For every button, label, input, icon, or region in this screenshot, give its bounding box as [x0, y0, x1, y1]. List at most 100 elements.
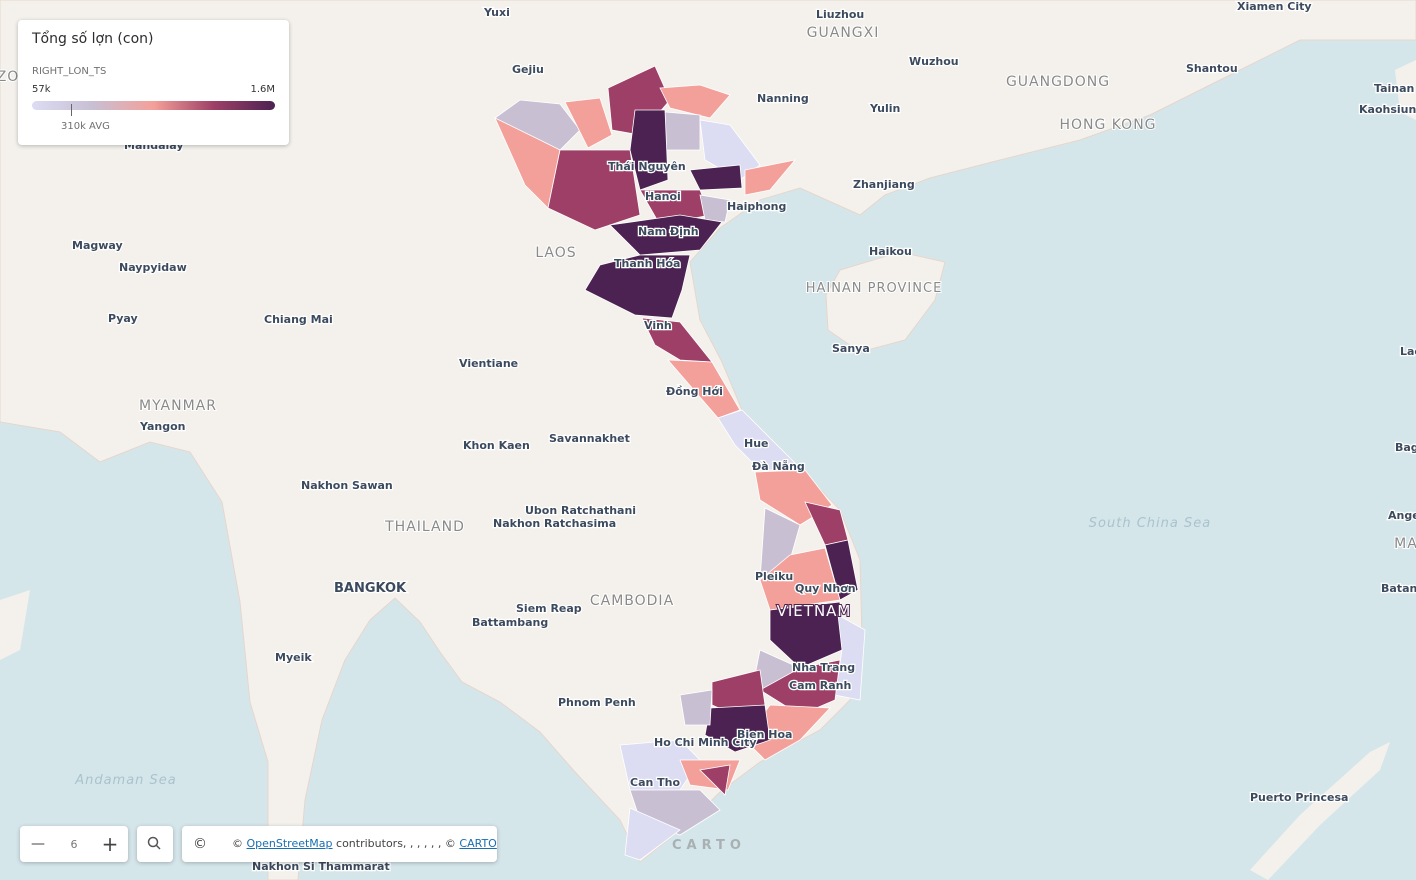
city-label: Kaohsiung	[1359, 103, 1416, 116]
region-label: ZO	[0, 69, 19, 85]
hainan-island	[825, 251, 946, 353]
province	[547, 149, 641, 231]
sea-label: South China Sea	[1089, 516, 1211, 531]
legend-min: 57k	[32, 84, 51, 95]
city-label: Gejiu	[512, 63, 544, 76]
city-label: Nakhon Sawan	[301, 479, 393, 492]
taiwan-island	[1395, 60, 1416, 120]
province	[679, 689, 713, 726]
city-label: Yuxi	[483, 6, 510, 19]
city-label: Batang	[1381, 582, 1416, 595]
province	[564, 97, 613, 149]
city-label: Khon Kaen	[463, 439, 530, 452]
city-label: Yangon	[139, 420, 185, 433]
attribution-text: © OpenStreetMap contributors, , , , , , …	[232, 837, 497, 850]
legend-field: RIGHT_LON_TS	[32, 66, 107, 77]
city-label: Liuzhou	[816, 8, 864, 21]
city-label: Phnom Penh	[558, 696, 636, 709]
search-icon	[147, 836, 161, 850]
province	[667, 359, 741, 419]
region-label: HAINAN PROVINCE	[806, 281, 943, 296]
city-label: Bag	[1395, 441, 1416, 454]
malay-coast	[0, 590, 30, 660]
province	[629, 109, 669, 191]
city-label: Zhanjiang	[853, 178, 915, 191]
city-label: BANGKOK	[334, 581, 407, 596]
region-label: GUANGDONG	[1006, 74, 1110, 90]
city-label: Pleiku	[755, 570, 793, 583]
city-label: Quy Nhơn	[795, 582, 856, 595]
city-label: Hue	[744, 437, 769, 450]
province	[699, 764, 731, 796]
city-label: Thanh Hóa	[614, 257, 680, 270]
city-label: Yulin	[869, 102, 900, 115]
legend-avg: 310k AVG	[61, 121, 110, 132]
region-label: LAOS	[535, 245, 576, 261]
city-label: Vientiane	[459, 357, 518, 370]
legend-title: Tổng số lợn (con)	[32, 31, 154, 47]
city-label: Cam Ranh	[789, 679, 851, 692]
sea-label: Andaman Sea	[74, 773, 177, 788]
city-label: Wuzhou	[909, 55, 959, 68]
search-button[interactable]	[137, 826, 173, 862]
legend-avg-tick	[71, 104, 72, 116]
legend-max: 1.6M	[250, 84, 275, 95]
province	[717, 409, 803, 471]
region-label: THAILAND	[384, 519, 465, 535]
city-label: Bien Hoa	[737, 728, 792, 741]
osm-link[interactable]: OpenStreetMap	[246, 837, 333, 850]
city-label: Xiamen City	[1237, 0, 1312, 13]
city-label: Tainan	[1374, 82, 1414, 95]
city-label: Đà Nẵng	[752, 460, 805, 473]
province	[609, 214, 723, 256]
province	[759, 547, 841, 611]
attribution-middle: contributors, , , , , , ©	[336, 837, 456, 850]
city-label: Nam Định	[638, 225, 699, 238]
attribution-icon[interactable]: ©	[193, 836, 207, 852]
city-label: Sanya	[832, 342, 870, 355]
provinces	[494, 65, 866, 861]
city-label: Pyay	[108, 312, 138, 325]
province	[584, 254, 691, 319]
city-label: Haikou	[869, 245, 912, 258]
city-label: Puerto Princesa	[1250, 791, 1348, 804]
zoom-control: — 6 +	[20, 826, 128, 862]
zoom-level: 6	[70, 837, 78, 851]
province	[659, 84, 731, 119]
city-label: Lac	[1400, 345, 1416, 358]
carto-watermark: CARTO	[672, 838, 746, 853]
legend-ramp	[32, 101, 275, 110]
province	[704, 704, 771, 753]
province	[834, 614, 866, 701]
province	[664, 111, 701, 151]
city-label: Ange	[1388, 509, 1416, 522]
legend: Tổng số lợn (con) RIGHT_LON_TS 57k 1.6M …	[18, 20, 289, 145]
zoom-in-button[interactable]: +	[101, 832, 119, 856]
city-label: Myeik	[275, 651, 312, 664]
province	[744, 159, 797, 196]
zoom-out-button[interactable]: —	[31, 836, 45, 852]
city-label: Savannakhet	[549, 432, 630, 445]
region-label: MYANMAR	[139, 398, 217, 414]
city-label: Siem Reap	[516, 602, 582, 615]
region-label: MA	[1394, 536, 1416, 552]
city-label: Vinh	[644, 319, 672, 332]
carto-link[interactable]: CARTO	[459, 837, 497, 850]
city-label: Nha Trang	[792, 661, 855, 674]
city-label: Nanning	[757, 92, 809, 105]
region-label: CAMBODIA	[590, 593, 674, 609]
region-label: HONG KONG	[1059, 117, 1156, 133]
city-label: Magway	[72, 239, 123, 252]
city-label: Shantou	[1186, 62, 1238, 75]
attribution: © © OpenStreetMap contributors, , , , , …	[182, 826, 497, 862]
city-label: Hanoi	[645, 190, 681, 203]
city-label: Đồng Hới	[666, 385, 723, 398]
province	[689, 164, 743, 191]
province	[699, 194, 731, 223]
city-label: Haiphong	[727, 200, 786, 213]
city-label: Nakhon Si Thammarat	[252, 860, 390, 873]
region-label: VIETNAM	[777, 602, 852, 620]
